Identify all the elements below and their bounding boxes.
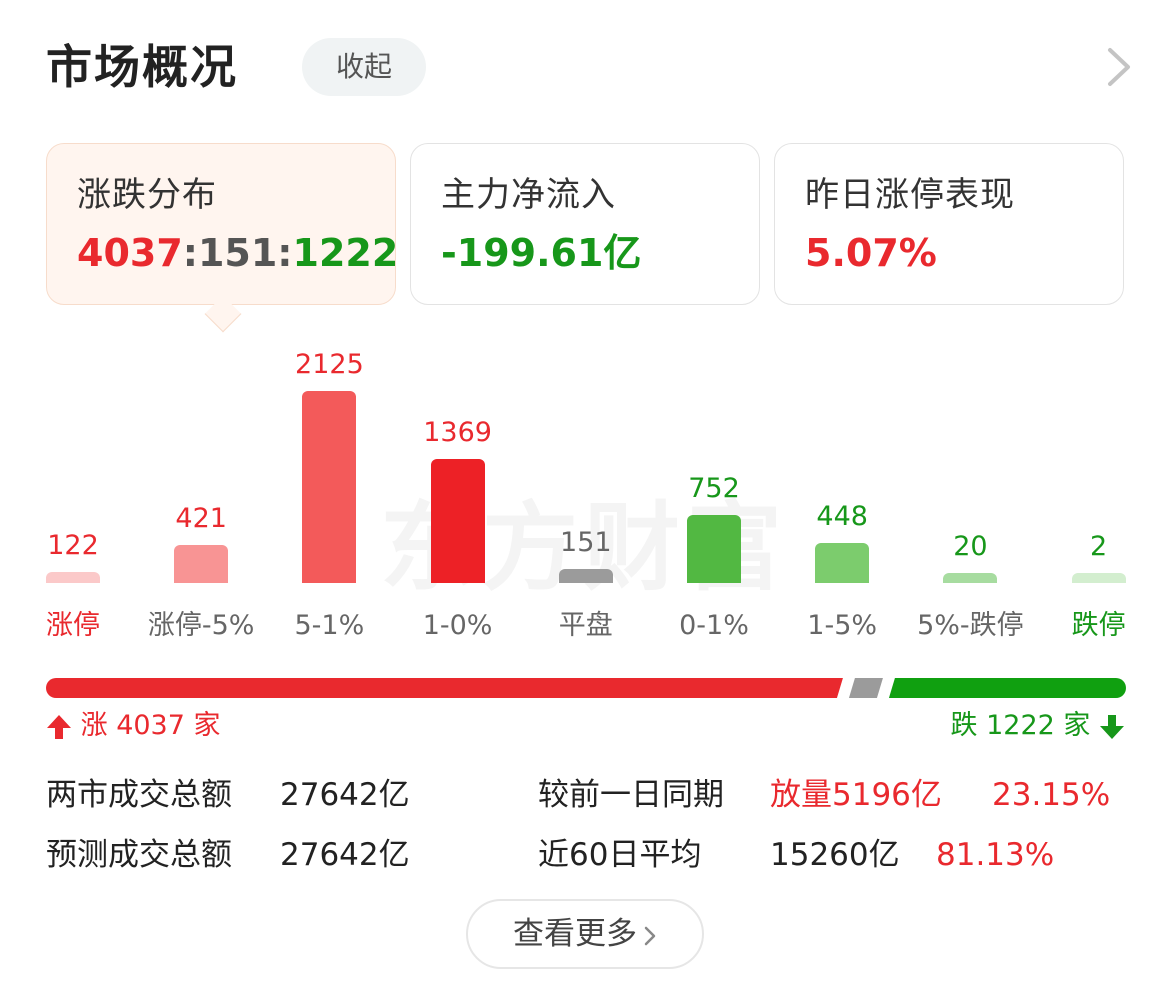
bar-category-label[interactable]: 涨停 [46,610,100,641]
card-label: 涨跌分布 [77,175,217,215]
legend-down-unit: 家 [1063,710,1091,741]
stat-value: 27642亿 [280,837,410,873]
bar-value-label: 421 [175,502,227,534]
bar-value-label: 20 [953,531,988,562]
stat-compare-percent: 23.15% [992,777,1111,813]
view-more-button[interactable]: 查看更多 [466,899,704,969]
legend-up-unit: 家 [193,710,221,741]
stat-row-turnover: 两市成交总额 27642亿 较前一日同期 放量5196亿 23.15% [46,770,1136,820]
bar-category-label[interactable]: 1-0% [422,610,493,641]
bar-category-label[interactable]: 平盘 [558,610,613,641]
summary-cards: 涨跌分布 4037:151:1222 主力净流入 -199.61亿 昨日涨停表现… [46,143,1126,333]
stat-row-forecast: 预测成交总额 27642亿 近60日平均 15260亿 81.13% [46,830,1136,880]
bar [943,573,998,583]
separator: : [277,231,293,275]
stat-value: 27642亿 [280,777,410,813]
bar-column: 2125 5-1% [286,330,396,660]
bar [1071,573,1126,583]
chevron-right-icon [644,926,656,945]
bar-column: 2 跌停 [1056,330,1166,660]
bar-column: 151 平盘 [543,330,653,660]
arrow-down-icon [1100,714,1124,739]
bar-column: 1369 1-0% [415,330,525,660]
card-limit-up-performance[interactable]: 昨日涨停表现 5.07% [774,143,1124,305]
legend-down-text: 跌 [950,710,978,741]
ratio-up-segment [46,678,843,698]
collapse-button[interactable]: 收起 [302,38,426,96]
stat-compare-volume: 放量5196亿 [770,777,942,813]
card-value: 4037:151:1222 [77,224,398,282]
stat-compare-label: 较前一日同期 [538,777,724,813]
stat-label: 预测成交总额 [46,837,232,873]
bar [558,569,613,583]
card-net-inflow[interactable]: 主力净流入 -199.61亿 [410,143,760,305]
bar [174,544,229,583]
ratio-down-segment [888,678,1126,698]
stat-avg-percent: 81.13% [936,837,1055,873]
card-distribution[interactable]: 涨跌分布 4037:151:1222 [46,143,398,305]
ratio-flat-segment [849,678,883,698]
bar-value-label: 2125 [295,349,364,380]
legend-down-count: 1222 [986,710,1055,741]
header: 市场概况 收起 [46,34,1136,104]
up-count: 4037 [77,231,183,275]
bar [815,542,870,583]
bar-category-label[interactable]: 5%-跌停 [917,610,1024,641]
chevron-right-icon[interactable] [1100,44,1136,90]
bar-category-label[interactable]: 跌停 [1071,610,1126,641]
page-title: 市场概况 [46,40,238,94]
bar-column: 752 0-1% [671,330,781,660]
down-count: 1222 [292,231,399,275]
legend-up-count: 4037 [116,710,185,741]
bar [430,459,485,583]
stat-avg-label: 近60日平均 [538,837,702,873]
bar [687,515,741,583]
separator: : [182,231,198,275]
bar-category-label[interactable]: 0-1% [679,610,749,641]
card-value: -199.61亿 [441,231,642,275]
bar-column: 421 涨停-5% [148,330,268,660]
bar-value-label: 448 [816,500,868,532]
flat-count: 151 [197,231,278,275]
bar-value-label: 1369 [423,417,492,449]
bar-value-label: 752 [688,473,740,505]
stat-avg-volume: 15260亿 [770,837,900,873]
bar [302,391,357,583]
card-value: 5.07% [805,231,937,275]
distribution-chart: 东方财富 122 涨停 421 涨停-5% 2125 5-1% 1369 1-0% 151 平盘 7… [30,330,1140,660]
bar-category-label[interactable]: 1-5% [807,610,878,641]
legend-up-text: 涨 [80,710,108,741]
bar-value-label: 122 [47,529,99,561]
bar-column: 448 1-5% [799,330,909,660]
bar-category-label[interactable]: 涨停-5% [147,610,255,641]
legend-down: 跌 1222 家 [951,706,1126,746]
bar-column: 122 涨停 [30,330,140,660]
view-more-label: 查看更多 [513,916,637,952]
legend-up: 涨 4037 家 [46,706,221,746]
ratio-bar [46,678,1126,698]
bar-column: 20 5%-跌停 [917,330,1037,660]
bar-value-label: 151 [560,527,612,559]
stat-label: 两市成交总额 [46,777,232,813]
bar-category-label[interactable]: 5-1% [294,610,365,641]
bar-value-label: 2 [1090,531,1108,562]
card-label: 昨日涨停表现 [805,175,1015,215]
arrow-up-icon [47,714,71,739]
card-label: 主力净流入 [441,175,616,215]
bar [46,571,100,583]
